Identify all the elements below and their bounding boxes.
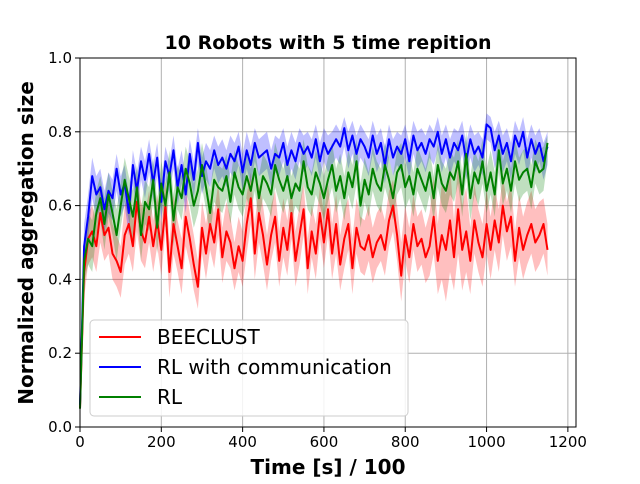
legend-box (89, 319, 409, 417)
y-axis-ticks: 0.0 0.2 0.4 0.6 0.8 1.0 (48, 49, 80, 436)
legend-label: RL with communication (157, 355, 392, 379)
x-tick-label: 0 (75, 433, 85, 451)
series-lines (79, 123, 549, 409)
x-axis-label: Time [s] / 100 (250, 455, 405, 479)
y-tick-label: 1.0 (48, 49, 72, 67)
x-tick-label: 1000 (467, 433, 505, 451)
y-tick-label: 0.4 (48, 270, 72, 288)
plot-frame (79, 57, 577, 428)
legend-label: BEECLUST (157, 325, 260, 349)
chart-title: 10 Robots with 5 time repition (165, 32, 492, 54)
y-axis-label: Normalized aggregation size (14, 81, 38, 405)
confidence-band (80, 128, 548, 420)
x-axis-ticks: 0 200 400 600 800 1000 1200 (75, 427, 587, 451)
y-tick-label: 0.8 (48, 123, 72, 141)
series-line (79, 142, 549, 409)
x-tick-label: 800 (391, 433, 420, 451)
legend: BEECLUST RL with communication RL (89, 319, 409, 417)
y-tick-label: 0.2 (48, 344, 72, 362)
y-tick-label: 0.6 (48, 197, 72, 215)
x-tick-label: 1200 (549, 433, 587, 451)
x-tick-label: 200 (147, 433, 176, 451)
y-tick-label: 0.0 (48, 418, 72, 436)
x-tick-label: 400 (228, 433, 257, 451)
legend-label: RL (157, 385, 183, 409)
series-line (79, 123, 549, 405)
x-tick-label: 600 (310, 433, 339, 451)
confidence-band (80, 161, 548, 420)
